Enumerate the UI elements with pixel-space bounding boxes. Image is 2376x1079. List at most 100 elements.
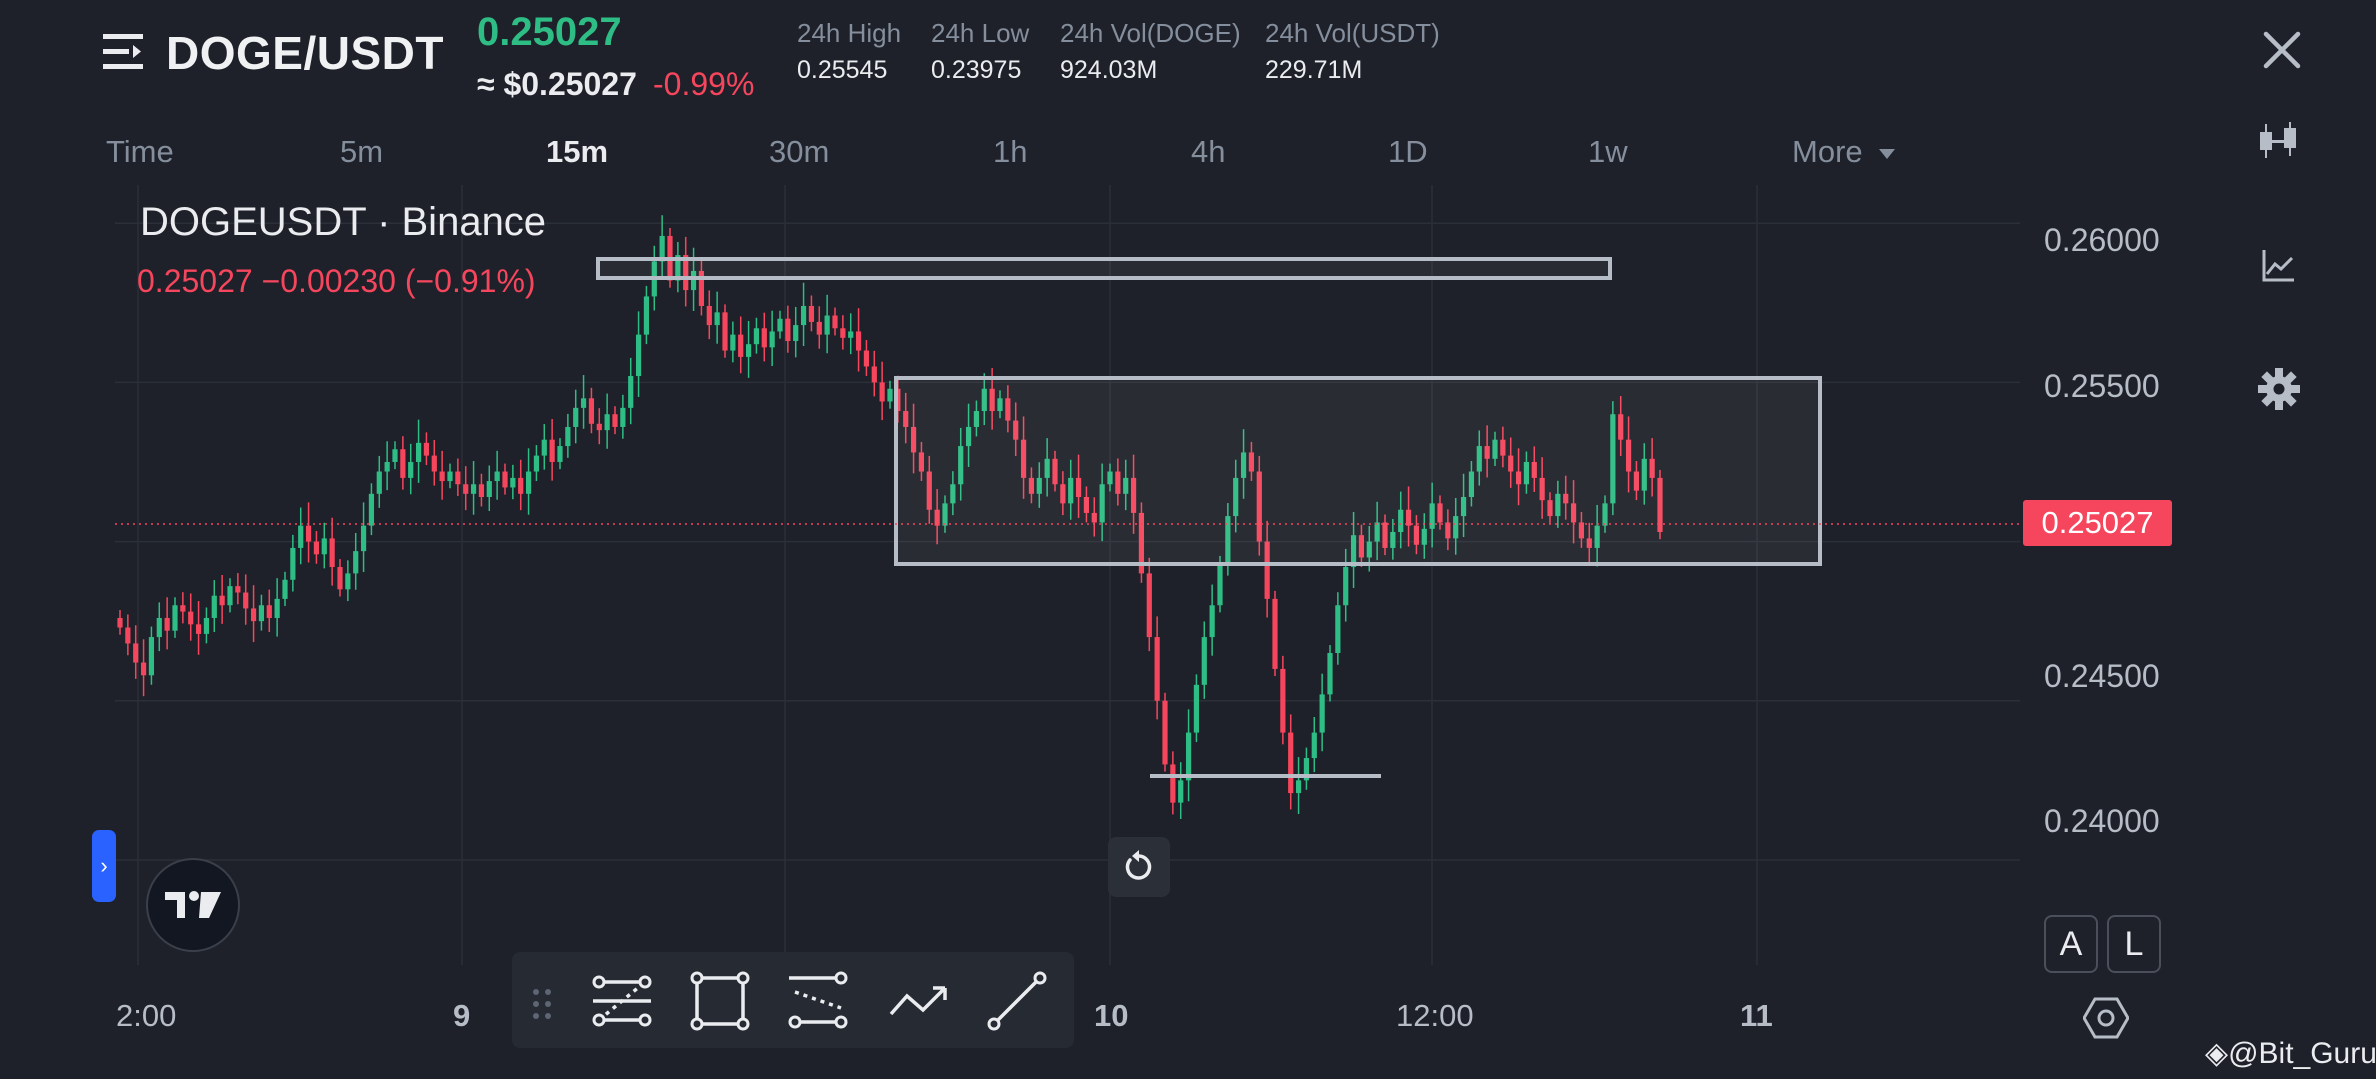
candle-body [1303, 758, 1310, 781]
candle-body [690, 270, 697, 291]
candle-body [549, 439, 555, 462]
tradingview-logo-mark [165, 891, 221, 918]
close-icon[interactable] [2262, 30, 2302, 70]
candle-body [1311, 732, 1317, 759]
candle-body [1523, 461, 1530, 485]
chevron-right-icon: › [100, 853, 108, 878]
candle-body [1555, 493, 1561, 517]
tab-5m[interactable]: 5m [340, 134, 384, 169]
candle-body [1193, 684, 1200, 733]
candle-body [1138, 512, 1145, 574]
candle-body [1185, 732, 1192, 781]
candle-body [1437, 503, 1443, 523]
pair-title[interactable]: DOGE/USDT [166, 27, 444, 79]
tab-more-label: More [1792, 134, 1863, 169]
candle-body [1280, 668, 1286, 733]
candle-body [486, 481, 492, 497]
candle-body [1225, 516, 1231, 564]
candle-body [125, 627, 131, 644]
gear-icon[interactable] [2254, 364, 2304, 414]
tradingview-logo[interactable] [146, 858, 240, 952]
candle-body [345, 573, 351, 590]
reset-chart-button[interactable] [1108, 837, 1170, 897]
candlestick-series [117, 215, 1663, 819]
candle-body [235, 586, 241, 593]
menu-icon[interactable] [103, 32, 147, 72]
legend-values: 0.25027 −0.00230 (−0.91%) [137, 263, 536, 299]
auto-scale-button[interactable]: A [2044, 915, 2098, 973]
parallel-channel-icon[interactable] [785, 968, 851, 1034]
candle-body [879, 382, 885, 402]
candle-body [926, 471, 932, 510]
tab-4h[interactable]: 4h [1191, 134, 1226, 169]
candle-body [1209, 605, 1215, 638]
candle-body [313, 541, 320, 555]
candle-body [180, 605, 186, 612]
candle-body [1130, 477, 1137, 513]
last-price: 0.25027 [477, 10, 622, 54]
candle-body [525, 471, 532, 494]
x-tick-label: 12:00 [1396, 998, 1474, 1033]
candle-body [1618, 414, 1624, 440]
path-icon[interactable] [885, 968, 951, 1034]
candle-body [1492, 439, 1498, 459]
candle-body [1233, 477, 1239, 517]
candle-body [1044, 458, 1050, 478]
candle-body [714, 312, 720, 326]
candle-body [965, 426, 972, 447]
candle-body [1633, 471, 1640, 491]
tab-30m[interactable]: 30m [769, 134, 830, 169]
trend-line-icon[interactable] [984, 968, 1050, 1034]
tab-1h[interactable]: 1h [993, 134, 1028, 169]
candle-body [643, 296, 650, 335]
candle-body [910, 426, 917, 453]
candle-body [1453, 516, 1459, 539]
candle-body [164, 617, 170, 631]
candle-body [1382, 522, 1388, 548]
drawing-toolbar [512, 952, 1074, 1048]
candle-body [470, 484, 477, 494]
chart-settings-icon[interactable] [2083, 995, 2129, 1041]
candle-body [855, 331, 862, 351]
candle-body [588, 398, 595, 424]
candle-body [415, 442, 422, 462]
candle-body [1468, 471, 1475, 497]
candle-body [722, 312, 728, 351]
candle-body [903, 411, 909, 427]
candle-body [730, 334, 736, 351]
candle-body [321, 538, 327, 555]
candle-body [1052, 458, 1058, 485]
chart-line-icon[interactable] [2254, 240, 2304, 290]
candle-body [1547, 500, 1553, 517]
candle-body [1539, 477, 1545, 501]
candle-body [1288, 732, 1294, 794]
tab-time[interactable]: Time [106, 134, 174, 169]
candle-body [203, 617, 210, 634]
candle-body [958, 446, 964, 485]
candle-body [659, 235, 665, 262]
candle-body [604, 414, 610, 431]
candle-body [392, 449, 398, 462]
drag-handle-icon[interactable] [530, 986, 554, 1022]
candle-body [1390, 532, 1396, 548]
drawing-panel-toggle[interactable]: › [92, 830, 116, 902]
tab-15m[interactable]: 15m [546, 134, 609, 169]
x-tick-label: 10 [1094, 998, 1129, 1033]
candle-body [1248, 452, 1255, 472]
candles-icon[interactable] [2254, 118, 2304, 168]
candle-body [1091, 512, 1097, 523]
fib-retracement-icon[interactable] [589, 968, 655, 1034]
rectangle-icon[interactable] [687, 968, 753, 1034]
tab-1d[interactable]: 1D [1388, 134, 1428, 169]
candle-body [1445, 522, 1451, 539]
candle-body [1460, 497, 1467, 517]
tab-1w[interactable]: 1w [1588, 134, 1628, 169]
y-tick-label: 0.24000 [2044, 803, 2160, 839]
candle-body [1343, 567, 1349, 606]
tab-more[interactable]: More [1792, 134, 1897, 170]
candle-body [1476, 446, 1482, 472]
candle-body [1013, 420, 1019, 440]
log-scale-button[interactable]: L [2107, 915, 2161, 973]
candle-body [439, 471, 445, 482]
